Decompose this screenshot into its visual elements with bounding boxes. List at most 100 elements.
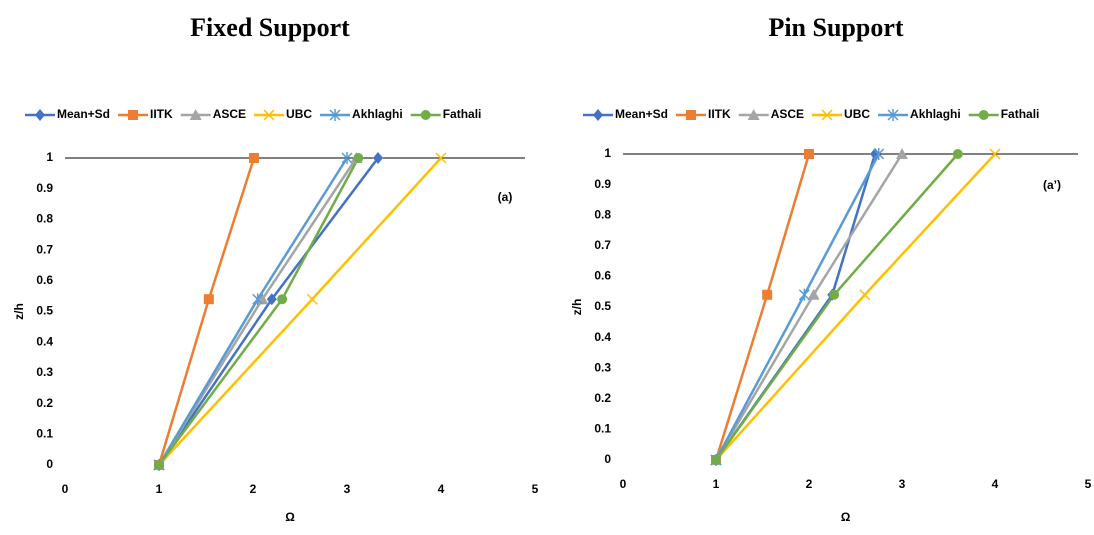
marker-shape (248, 153, 259, 163)
marker-shape (952, 149, 963, 159)
legend-item: UBC (812, 107, 870, 121)
legend-item: IITK (676, 107, 731, 121)
y-tick-label: 1 (46, 150, 53, 164)
x-axis-label: Ω (841, 510, 851, 524)
series-line (157, 157, 256, 466)
y-tick-label: 0.1 (36, 426, 53, 440)
data-point (373, 152, 384, 164)
y-tick-label: 0.8 (36, 212, 53, 226)
series-line (714, 153, 959, 461)
marker-shape (306, 293, 318, 305)
marker-shape (747, 109, 760, 120)
marker-shape (277, 294, 288, 305)
y-tick-label: 0.9 (594, 177, 611, 191)
data-point (870, 148, 881, 160)
series-line (714, 153, 811, 461)
data-point (829, 289, 840, 300)
marker-shape (798, 288, 810, 301)
series-line (714, 153, 904, 461)
y-tick-label: 0.7 (594, 238, 611, 252)
marker-shape (870, 148, 881, 160)
legend-item: UBC (254, 107, 312, 121)
legend-item: ASCE (738, 107, 804, 121)
legend-item: Fathali (410, 107, 482, 121)
data-point (353, 153, 364, 163)
y-tick-label: 0.2 (36, 396, 53, 410)
legend-item: Akhlaghi (878, 107, 961, 121)
y-tick-label: 0.3 (594, 360, 611, 374)
legend-marker (329, 109, 341, 121)
marker-shape (329, 109, 341, 121)
legend-label: Fathali (443, 107, 482, 121)
data-point (341, 152, 353, 164)
marker-shape (978, 110, 989, 120)
y-tick-label: 0.6 (36, 273, 53, 287)
legend-marker (747, 109, 760, 120)
data-point (266, 293, 277, 306)
marker-shape (873, 148, 885, 160)
legend-label: Akhlaghi (352, 107, 403, 121)
marker-shape (807, 288, 820, 300)
legend-marker (128, 110, 139, 120)
marker-shape (435, 152, 447, 164)
legend-item: IITK (118, 107, 173, 121)
y-tick-label: 0.6 (594, 269, 611, 283)
legend-item: ASCE (180, 107, 246, 121)
y-tick-label: 0.2 (594, 391, 611, 405)
y-tick-label: 0 (46, 457, 53, 471)
marker-shape (154, 460, 164, 470)
legend-marker (821, 109, 833, 121)
annotation: (a’) (1043, 178, 1061, 192)
data-point (807, 288, 820, 300)
marker-shape (593, 109, 603, 121)
y-tick-label: 0.8 (594, 207, 611, 221)
legend-marker (189, 109, 202, 120)
legend-marker (593, 109, 603, 121)
x-tick-label: 2 (806, 477, 813, 491)
data-point (277, 294, 288, 305)
data-point (248, 153, 259, 163)
legend-marker (263, 109, 275, 121)
legend-item: Mean+Sd (583, 107, 668, 121)
legend-marker (420, 110, 431, 120)
data-point (952, 149, 963, 159)
marker-shape (189, 109, 202, 120)
data-point (435, 152, 447, 164)
x-tick-label: 4 (438, 482, 445, 496)
y-tick-label: 0 (604, 452, 611, 466)
legend-item: Fathali (968, 107, 1040, 121)
data-point (711, 455, 721, 465)
x-tick-label: 0 (620, 477, 627, 491)
marker-shape (829, 289, 840, 300)
legend-label: UBC (844, 107, 870, 121)
y-tick-label: 0.1 (594, 422, 611, 436)
legend-marker (887, 109, 899, 121)
marker-shape (266, 293, 277, 306)
y-axis-label: z/h (12, 303, 26, 320)
data-point (804, 149, 814, 159)
x-tick-label: 1 (713, 477, 720, 491)
data-point (989, 148, 1001, 160)
legend-label: Fathali (1001, 107, 1040, 121)
marker-shape (711, 455, 721, 465)
legend-label: IITK (708, 107, 731, 121)
marker-shape (35, 109, 45, 121)
legend-label: UBC (286, 107, 312, 121)
y-tick-label: 1 (604, 146, 611, 160)
data-point (306, 293, 318, 305)
marker-shape (203, 294, 214, 305)
annotation: (a) (498, 190, 513, 204)
legend-label: IITK (150, 107, 173, 121)
y-tick-label: 0.4 (36, 334, 53, 348)
marker-shape (989, 148, 1001, 160)
legend-marker (35, 109, 45, 121)
data-point (896, 148, 908, 159)
legend-label: Mean+Sd (615, 107, 668, 121)
legend-label: ASCE (213, 107, 246, 121)
data-point (873, 148, 885, 160)
x-tick-label: 5 (532, 482, 539, 496)
x-tick-label: 5 (1085, 477, 1092, 491)
data-point (252, 293, 264, 306)
x-tick-label: 0 (62, 482, 69, 496)
